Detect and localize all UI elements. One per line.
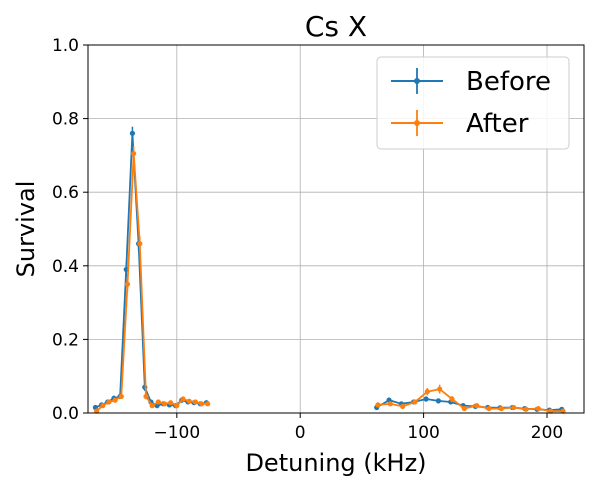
- data-point: [149, 403, 155, 409]
- data-point: [129, 130, 136, 136]
- data-point: [94, 408, 100, 414]
- legend-marker: [414, 78, 420, 84]
- data-point: [486, 405, 492, 412]
- y-tick-label: 0.0: [52, 404, 79, 424]
- chart-title: Cs X: [305, 10, 367, 43]
- axis-ticks: −100 0 100 200 0.0 0.2 0.4 0.6 0.8 1.0: [52, 36, 563, 443]
- y-tick-label: 0.2: [52, 330, 79, 350]
- data-point: [511, 404, 517, 411]
- data-point: [400, 403, 406, 409]
- data-point: [498, 405, 504, 412]
- data-point: [137, 241, 143, 247]
- data-point: [523, 406, 529, 412]
- legend: Before After: [376, 56, 570, 150]
- y-axis-label: Survival: [12, 181, 40, 278]
- data-point: [168, 400, 174, 406]
- plot-series: [92, 126, 566, 414]
- legend-label: After: [466, 109, 529, 139]
- data-point: [192, 399, 198, 405]
- data-point: [535, 405, 541, 412]
- data-point: [124, 281, 131, 287]
- data-point: [112, 397, 118, 403]
- y-tick-label: 0.6: [52, 183, 79, 203]
- data-point: [205, 401, 211, 407]
- series-line: [95, 132, 207, 409]
- data-point: [449, 396, 455, 402]
- x-tick-label: 0: [295, 423, 306, 443]
- y-tick-label: 0.4: [52, 257, 79, 277]
- data-point: [100, 403, 106, 409]
- legend-label: Before: [466, 67, 551, 97]
- data-point: [161, 401, 168, 407]
- data-point: [106, 399, 112, 405]
- data-point: [155, 399, 161, 405]
- data-point: [424, 389, 430, 395]
- data-point: [548, 408, 554, 414]
- plot-frame: [87, 44, 585, 414]
- data-point: [180, 396, 186, 402]
- data-point: [131, 150, 137, 157]
- series-line: [377, 388, 563, 413]
- x-axis-label: Detuning (kHz): [245, 449, 426, 477]
- series-before: [92, 126, 565, 413]
- y-tick-label: 1.0: [52, 36, 79, 56]
- legend-marker: [414, 120, 420, 126]
- data-point: [198, 401, 205, 407]
- x-tick-label: 100: [407, 423, 439, 443]
- data-point: [375, 402, 381, 408]
- data-point: [186, 398, 192, 404]
- x-tick-label: −100: [153, 423, 200, 443]
- series-after: [94, 146, 566, 414]
- data-point: [560, 408, 566, 414]
- data-point: [474, 403, 480, 409]
- data-point: [461, 405, 467, 412]
- x-tick-label: 200: [531, 423, 563, 443]
- y-tick-label: 0.8: [52, 110, 79, 130]
- data-point: [435, 398, 442, 404]
- data-point: [423, 396, 429, 402]
- data-point: [174, 403, 180, 409]
- data-point: [437, 386, 443, 392]
- data-point: [143, 393, 149, 400]
- data-point: [412, 399, 418, 405]
- data-point: [387, 401, 393, 407]
- data-point: [118, 393, 124, 400]
